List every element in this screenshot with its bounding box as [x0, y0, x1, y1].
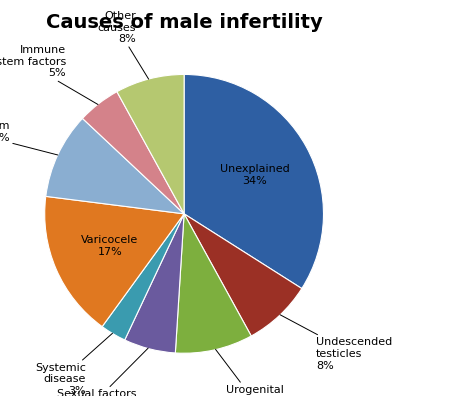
Text: Other
causes
8%: Other causes 8%: [98, 11, 149, 79]
Text: Hypogonadism
10%: Hypogonadism 10%: [0, 121, 58, 155]
Wedge shape: [184, 74, 323, 289]
Wedge shape: [83, 92, 184, 214]
Wedge shape: [46, 118, 184, 214]
Wedge shape: [117, 74, 184, 214]
Wedge shape: [125, 214, 184, 353]
Text: Sexual factors
6%: Sexual factors 6%: [57, 348, 148, 396]
Wedge shape: [45, 196, 184, 327]
Wedge shape: [184, 214, 302, 336]
Wedge shape: [102, 214, 184, 340]
Text: Immune
system factors
5%: Immune system factors 5%: [0, 45, 98, 105]
Text: Undescended
testicles
8%: Undescended testicles 8%: [280, 315, 392, 371]
Title: Causes of male infertility: Causes of male infertility: [46, 13, 322, 32]
Text: Varicocele
17%: Varicocele 17%: [81, 235, 139, 257]
Wedge shape: [176, 214, 251, 353]
Text: Urogenital
infection
9%: Urogenital infection 9%: [216, 349, 284, 396]
Text: Systemic
disease
3%: Systemic disease 3%: [35, 333, 113, 396]
Text: Unexplained
34%: Unexplained 34%: [220, 164, 290, 186]
